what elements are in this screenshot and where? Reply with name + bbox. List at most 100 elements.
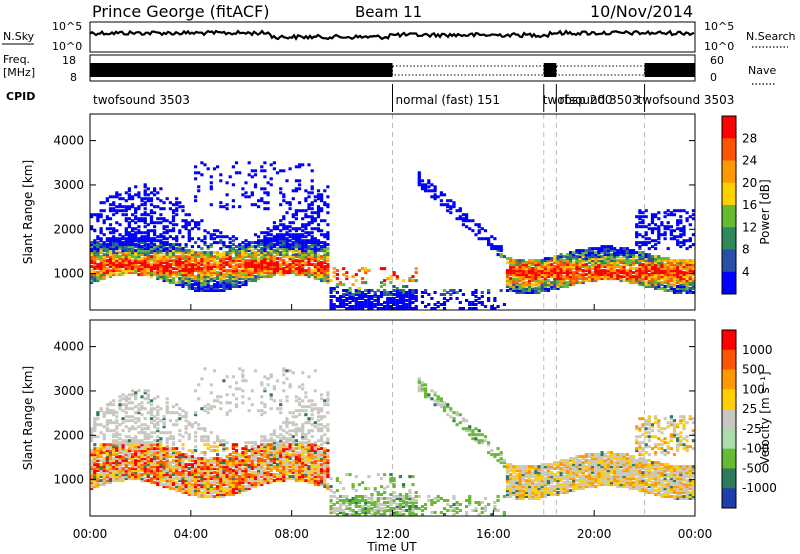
heatmap-cell (197, 467, 201, 471)
heatmap-cell (219, 285, 223, 288)
heatmap-cell (184, 273, 188, 277)
heatmap-cell (181, 481, 185, 485)
heatmap-cell (222, 445, 226, 449)
heatmap-cell (591, 273, 595, 277)
heatmap-cell (244, 277, 248, 281)
heatmap-cell (108, 217, 113, 221)
heatmap-cell (140, 237, 144, 241)
heatmap-cell (584, 277, 588, 281)
heatmap-cell (137, 255, 141, 259)
heatmap-cell (225, 251, 229, 255)
heatmap-cell (234, 257, 239, 261)
heatmap-cell (234, 461, 239, 465)
heatmap-cell (546, 257, 551, 261)
heatmap-cell (108, 445, 113, 449)
heatmap-cell (225, 245, 229, 249)
heatmap-cell (121, 477, 125, 481)
heatmap-cell (200, 283, 204, 287)
heatmap-cell (572, 261, 576, 265)
heatmap-cell (316, 241, 321, 245)
heatmap-cell (121, 249, 125, 253)
heatmap-cell (112, 261, 116, 265)
heatmap-cell (556, 267, 560, 271)
heatmap-cell (162, 273, 166, 277)
heatmap-cell (178, 251, 182, 255)
heatmap-cell (307, 261, 311, 265)
heatmap-cell (153, 407, 157, 411)
heatmap-cell (253, 453, 258, 457)
heatmap-cell (512, 285, 516, 288)
heatmap-cell (200, 289, 204, 292)
heatmap-cell (285, 247, 289, 251)
heatmap-cell (452, 203, 456, 207)
heatmap-cell (654, 273, 658, 277)
heatmap-cell (115, 477, 119, 481)
heatmap-cell (569, 267, 573, 271)
heatmap-cell (143, 201, 147, 205)
heatmap-cell (250, 447, 254, 451)
heatmap-cell (509, 285, 513, 288)
heatmap-cell (168, 253, 172, 257)
heatmap-cell (260, 473, 264, 477)
heatmap-cell (168, 469, 172, 473)
heatmap-cell (216, 277, 220, 281)
heatmap-cell (301, 253, 305, 257)
heatmap-cell (383, 279, 387, 283)
heatmap-cell (427, 185, 431, 189)
heatmap-cell (112, 257, 116, 261)
heatmap-cell (417, 183, 421, 187)
heatmap-cell (99, 245, 103, 249)
heatmap-cell (178, 265, 182, 269)
heatmap-cell (178, 433, 182, 437)
heatmap-cell (272, 235, 276, 239)
heatmap-cell (124, 469, 128, 473)
heatmap-cell (209, 485, 213, 489)
heatmap-cell (244, 463, 248, 467)
heatmap-cell (231, 459, 235, 463)
heatmap-cell (285, 255, 289, 259)
heatmap-cell (597, 257, 601, 261)
heatmap-cell (253, 451, 258, 455)
heatmap-cell (127, 457, 131, 461)
heatmap-cell (146, 435, 150, 439)
heatmap-cell (165, 467, 169, 471)
heatmap-cell (143, 253, 147, 257)
heatmap-cell (556, 285, 560, 288)
heatmap-cell (168, 419, 172, 423)
heatmap-cell (565, 257, 569, 261)
heatmap-cell (594, 257, 598, 261)
heatmap-cell (184, 255, 188, 259)
heatmap-cell (257, 245, 261, 249)
heatmap-cell (159, 443, 163, 447)
heatmap-cell (216, 265, 220, 269)
heatmap-cell (632, 255, 636, 259)
heatmap-cell (650, 273, 655, 277)
cpid-segment-3: rbsp 200 (559, 93, 612, 107)
heatmap-cell (269, 239, 273, 243)
heatmap-cell (657, 261, 661, 265)
heatmap-cell (641, 269, 645, 273)
heatmap-cell (285, 201, 289, 205)
heatmap-cell (606, 249, 610, 253)
heatmap-cell (134, 245, 138, 249)
heatmap-cell (616, 277, 620, 281)
heatmap-cell (171, 247, 176, 251)
heatmap-cell (140, 479, 144, 483)
heatmap-cell (156, 253, 160, 257)
heatmap-cell (663, 267, 667, 271)
heatmap-cell (263, 257, 267, 261)
heatmap-cell (320, 207, 324, 211)
heatmap-cell (140, 257, 144, 261)
heatmap-cell (206, 231, 210, 235)
heatmap-cell (250, 455, 254, 459)
heatmap-cell (345, 297, 349, 300)
heatmap-cell (524, 277, 528, 281)
heatmap-cell (546, 261, 551, 265)
heatmap-cell (153, 459, 157, 463)
heatmap-cell (131, 251, 135, 255)
heatmap-cell (175, 465, 179, 469)
heatmap-cell (250, 465, 254, 469)
heatmap-cell (99, 459, 103, 463)
heatmap-cell (108, 453, 113, 457)
heatmap-cell (247, 261, 251, 265)
